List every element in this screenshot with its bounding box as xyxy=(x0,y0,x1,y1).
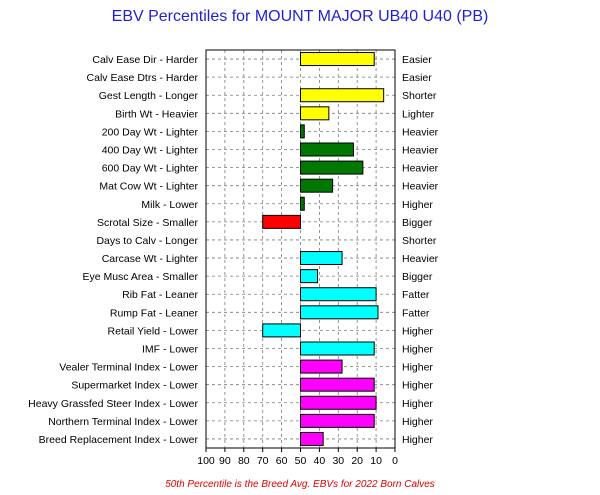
bar xyxy=(300,160,364,175)
x-tick-label: 70 xyxy=(257,455,269,467)
trait-direction-label: Heavier xyxy=(402,181,439,193)
bar xyxy=(300,431,324,446)
trait-direction-label: Higher xyxy=(402,344,433,356)
trait-direction-label: Heavier xyxy=(402,253,439,265)
tick-layer: 100 90 80 70 60 50 40 30 20 10 0 xyxy=(197,448,398,467)
bar xyxy=(262,214,302,229)
label-layer: Calv Ease Dir - Harder Easier Calv Ease Dt… xyxy=(28,54,439,446)
bar xyxy=(300,52,375,67)
x-tick-label: 30 xyxy=(332,455,344,467)
x-tick-label: 10 xyxy=(370,455,382,467)
bar xyxy=(300,251,343,266)
trait-direction-label: Easier xyxy=(402,72,432,84)
trait-direction-label: Higher xyxy=(402,398,433,410)
trait-direction-label: Lighter xyxy=(402,108,435,120)
category-label: Carcase Wt - Lighter xyxy=(102,253,199,265)
category-label: 600 Day Wt - Lighter xyxy=(102,163,199,175)
category-label: Vealer Terminal Index - Lower xyxy=(59,362,198,374)
category-label: Calv Ease Dtrs - Harder xyxy=(87,72,199,84)
category-label: 400 Day Wt - Lighter xyxy=(102,145,199,157)
x-tick-label: 40 xyxy=(314,455,326,467)
bar xyxy=(300,413,375,428)
bar xyxy=(262,323,302,338)
bar xyxy=(300,287,377,302)
trait-direction-label: Higher xyxy=(402,380,433,392)
category-label: Birth Wt - Heavier xyxy=(115,108,198,120)
x-tick-label: 80 xyxy=(238,455,250,467)
bar xyxy=(300,142,354,157)
bar xyxy=(300,377,375,392)
category-label: Gest Length - Longer xyxy=(99,90,199,102)
category-label: Eye Musc Area - Smaller xyxy=(82,271,198,283)
x-tick-label: 20 xyxy=(351,455,363,467)
trait-direction-label: Fatter xyxy=(402,307,430,319)
trait-direction-label: Shorter xyxy=(402,235,437,247)
trait-direction-label: Easier xyxy=(402,54,432,66)
category-label: 200 Day Wt - Lighter xyxy=(102,126,199,138)
x-tick-label: 100 xyxy=(197,455,215,467)
trait-direction-label: Higher xyxy=(402,416,433,428)
trait-direction-label: Heavier xyxy=(402,145,439,157)
category-label: Days to Calv - Longer xyxy=(96,235,198,247)
x-tick-label: 0 xyxy=(392,455,398,467)
bar xyxy=(300,124,305,139)
trait-direction-label: Bigger xyxy=(402,217,433,229)
category-label: IMF - Lower xyxy=(142,344,199,356)
category-label: Supermarket Index - Lower xyxy=(71,380,198,392)
category-label: Rib Fat - Leaner xyxy=(122,289,198,301)
chart-footnote: 50th Percentile is the Breed Avg. EBVs f… xyxy=(165,479,435,490)
bar xyxy=(300,341,375,356)
category-label: Heavy Grassfed Steer Index - Lower xyxy=(28,398,198,410)
trait-direction-label: Heavier xyxy=(402,163,439,175)
trait-direction-label: Heavier xyxy=(402,126,439,138)
bar xyxy=(300,395,377,410)
trait-direction-label: Higher xyxy=(402,199,433,211)
bar xyxy=(300,196,305,211)
x-tick-label: 50 xyxy=(295,455,307,467)
trait-direction-label: Higher xyxy=(402,325,433,337)
category-label: Breed Replacement Index - Lower xyxy=(39,434,199,446)
bar xyxy=(300,305,379,320)
category-label: Mat Cow Wt - Lighter xyxy=(99,181,198,193)
bar xyxy=(300,359,343,374)
x-tick-label: 60 xyxy=(276,455,288,467)
chart-title: EBV Percentiles for MOUNT MAJOR UB40 U40… xyxy=(112,8,489,25)
category-label: Rump Fat - Leaner xyxy=(110,307,199,319)
bar xyxy=(300,88,385,103)
bar xyxy=(300,178,334,193)
x-tick-label: 90 xyxy=(219,455,231,467)
category-label: Retail Yield - Lower xyxy=(108,325,199,337)
trait-direction-label: Higher xyxy=(402,362,433,374)
bar xyxy=(300,269,319,284)
trait-direction-label: Bigger xyxy=(402,271,433,283)
bar xyxy=(300,106,330,121)
trait-direction-label: Shorter xyxy=(402,90,437,102)
category-label: Northern Terminal Index - Lower xyxy=(48,416,198,428)
bar-layer xyxy=(262,52,385,446)
category-label: Calv Ease Dir - Harder xyxy=(92,54,198,66)
trait-direction-label: Higher xyxy=(402,434,433,446)
category-label: Milk - Lower xyxy=(141,199,198,211)
category-label: Scrotal Size - Smaller xyxy=(97,217,198,229)
trait-direction-label: Fatter xyxy=(402,289,430,301)
